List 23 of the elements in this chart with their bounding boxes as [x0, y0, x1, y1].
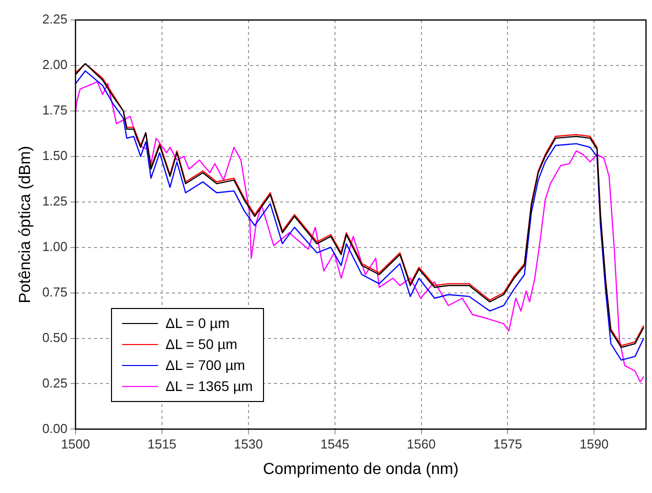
y-tick-label: 2.25: [42, 12, 68, 27]
y-axis-title: Potência óptica (dBm): [17, 146, 34, 304]
x-tick-label: 1545: [320, 436, 350, 452]
x-axis-title: Comprimento de onda (nm): [262, 460, 459, 478]
x-tick-label: 1515: [147, 436, 176, 452]
y-tick-label: 1.75: [42, 102, 68, 118]
y-tick-label: 0.25: [42, 375, 68, 390]
y-tick-label: 1.00: [42, 238, 68, 254]
legend-label: ΔL = 50 µm: [166, 335, 238, 354]
y-tick-label: 1.50: [42, 148, 68, 163]
y-tick-label: 2.00: [42, 57, 68, 72]
x-tick-label: 1500: [61, 436, 90, 452]
x-tick-label: 1530: [234, 436, 263, 452]
legend-label: ΔL = 0 µm: [166, 314, 230, 334]
x-tick-label: 1575: [493, 436, 522, 452]
y-tick-label: 0.50: [42, 330, 68, 345]
legend-label: ΔL = 1365 µm: [166, 377, 253, 396]
y-tick-label: 0.00: [42, 420, 68, 436]
y-tick-label: 1.25: [42, 193, 68, 208]
y-tick-label: 0.75: [42, 284, 68, 300]
legend-label: ΔL = 700 µm: [166, 356, 246, 376]
x-tick-label: 1560: [406, 436, 436, 452]
x-tick-label: 1590: [580, 436, 609, 452]
